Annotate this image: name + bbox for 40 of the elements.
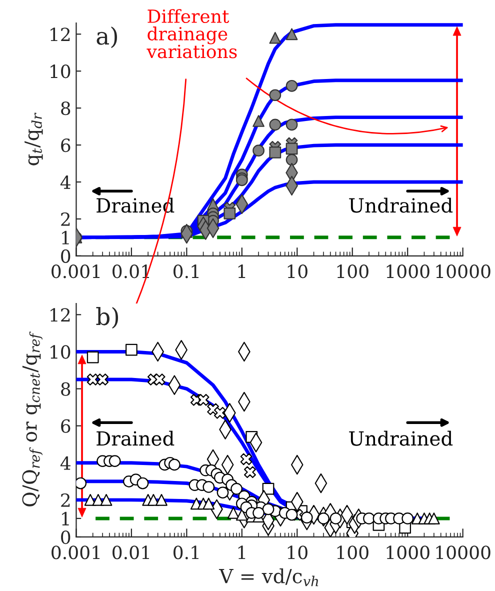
- y-tick-label: 0: [61, 530, 70, 544]
- chart-title: a): [96, 26, 117, 48]
- y-tick-label: 0: [61, 249, 70, 264]
- y-tick-label: 1: [62, 512, 69, 526]
- y-tick-label: 6: [61, 419, 70, 433]
- y-tick-label: 2: [61, 212, 70, 226]
- y-axis-title: Q/Q$_{ref}$ or q$_{cnet}$/q$_{ref}$: [22, 332, 43, 506]
- annotation: Different drainage variations: [146, 9, 237, 58]
- y-tick-label: 6: [61, 138, 70, 152]
- x-tick-label: 100: [337, 264, 368, 278]
- chart-title: b): [96, 307, 118, 329]
- y-tick-label: 12: [50, 308, 70, 322]
- x-tick-label: 0.001: [52, 546, 100, 560]
- x-tick-label: 100: [337, 546, 368, 560]
- y-tick-label: 1: [62, 230, 69, 244]
- x-tick-label: 0.1: [174, 264, 198, 278]
- x-tick-label: 1000: [386, 264, 430, 278]
- y-tick-label: 8: [61, 102, 70, 116]
- x-tick-label: 10000: [436, 264, 490, 278]
- annotation: Undrained: [349, 430, 453, 446]
- y-tick-label: 2: [61, 493, 70, 507]
- x-tick-label: 0.1: [174, 546, 198, 560]
- annotation: Drained: [96, 430, 174, 446]
- x-axis-title: V = vd/c$_{vh}$: [218, 568, 318, 586]
- x-tick-label: 0.01: [112, 546, 149, 560]
- y-axis-title: q$_{t}$/q$_{dr}$: [24, 112, 43, 166]
- x-tick-label: 10: [288, 546, 308, 560]
- y-tick-label: 10: [50, 345, 70, 359]
- y-tick-label: 4: [60, 175, 70, 189]
- y-tick-label: 4: [60, 456, 70, 470]
- x-tick-label: 10000: [436, 546, 490, 560]
- x-tick-label: 10: [288, 264, 308, 278]
- annotation: Undrained: [349, 198, 453, 213]
- y-tick-label: 12: [50, 28, 70, 41]
- x-tick-label: 1: [238, 546, 246, 560]
- y-tick-label: 10: [50, 64, 70, 78]
- y-tick-label: 8: [61, 382, 70, 396]
- x-tick-label: 1: [238, 264, 246, 278]
- x-tick-label: 0.001: [52, 264, 100, 278]
- x-tick-label: 1000: [386, 546, 430, 560]
